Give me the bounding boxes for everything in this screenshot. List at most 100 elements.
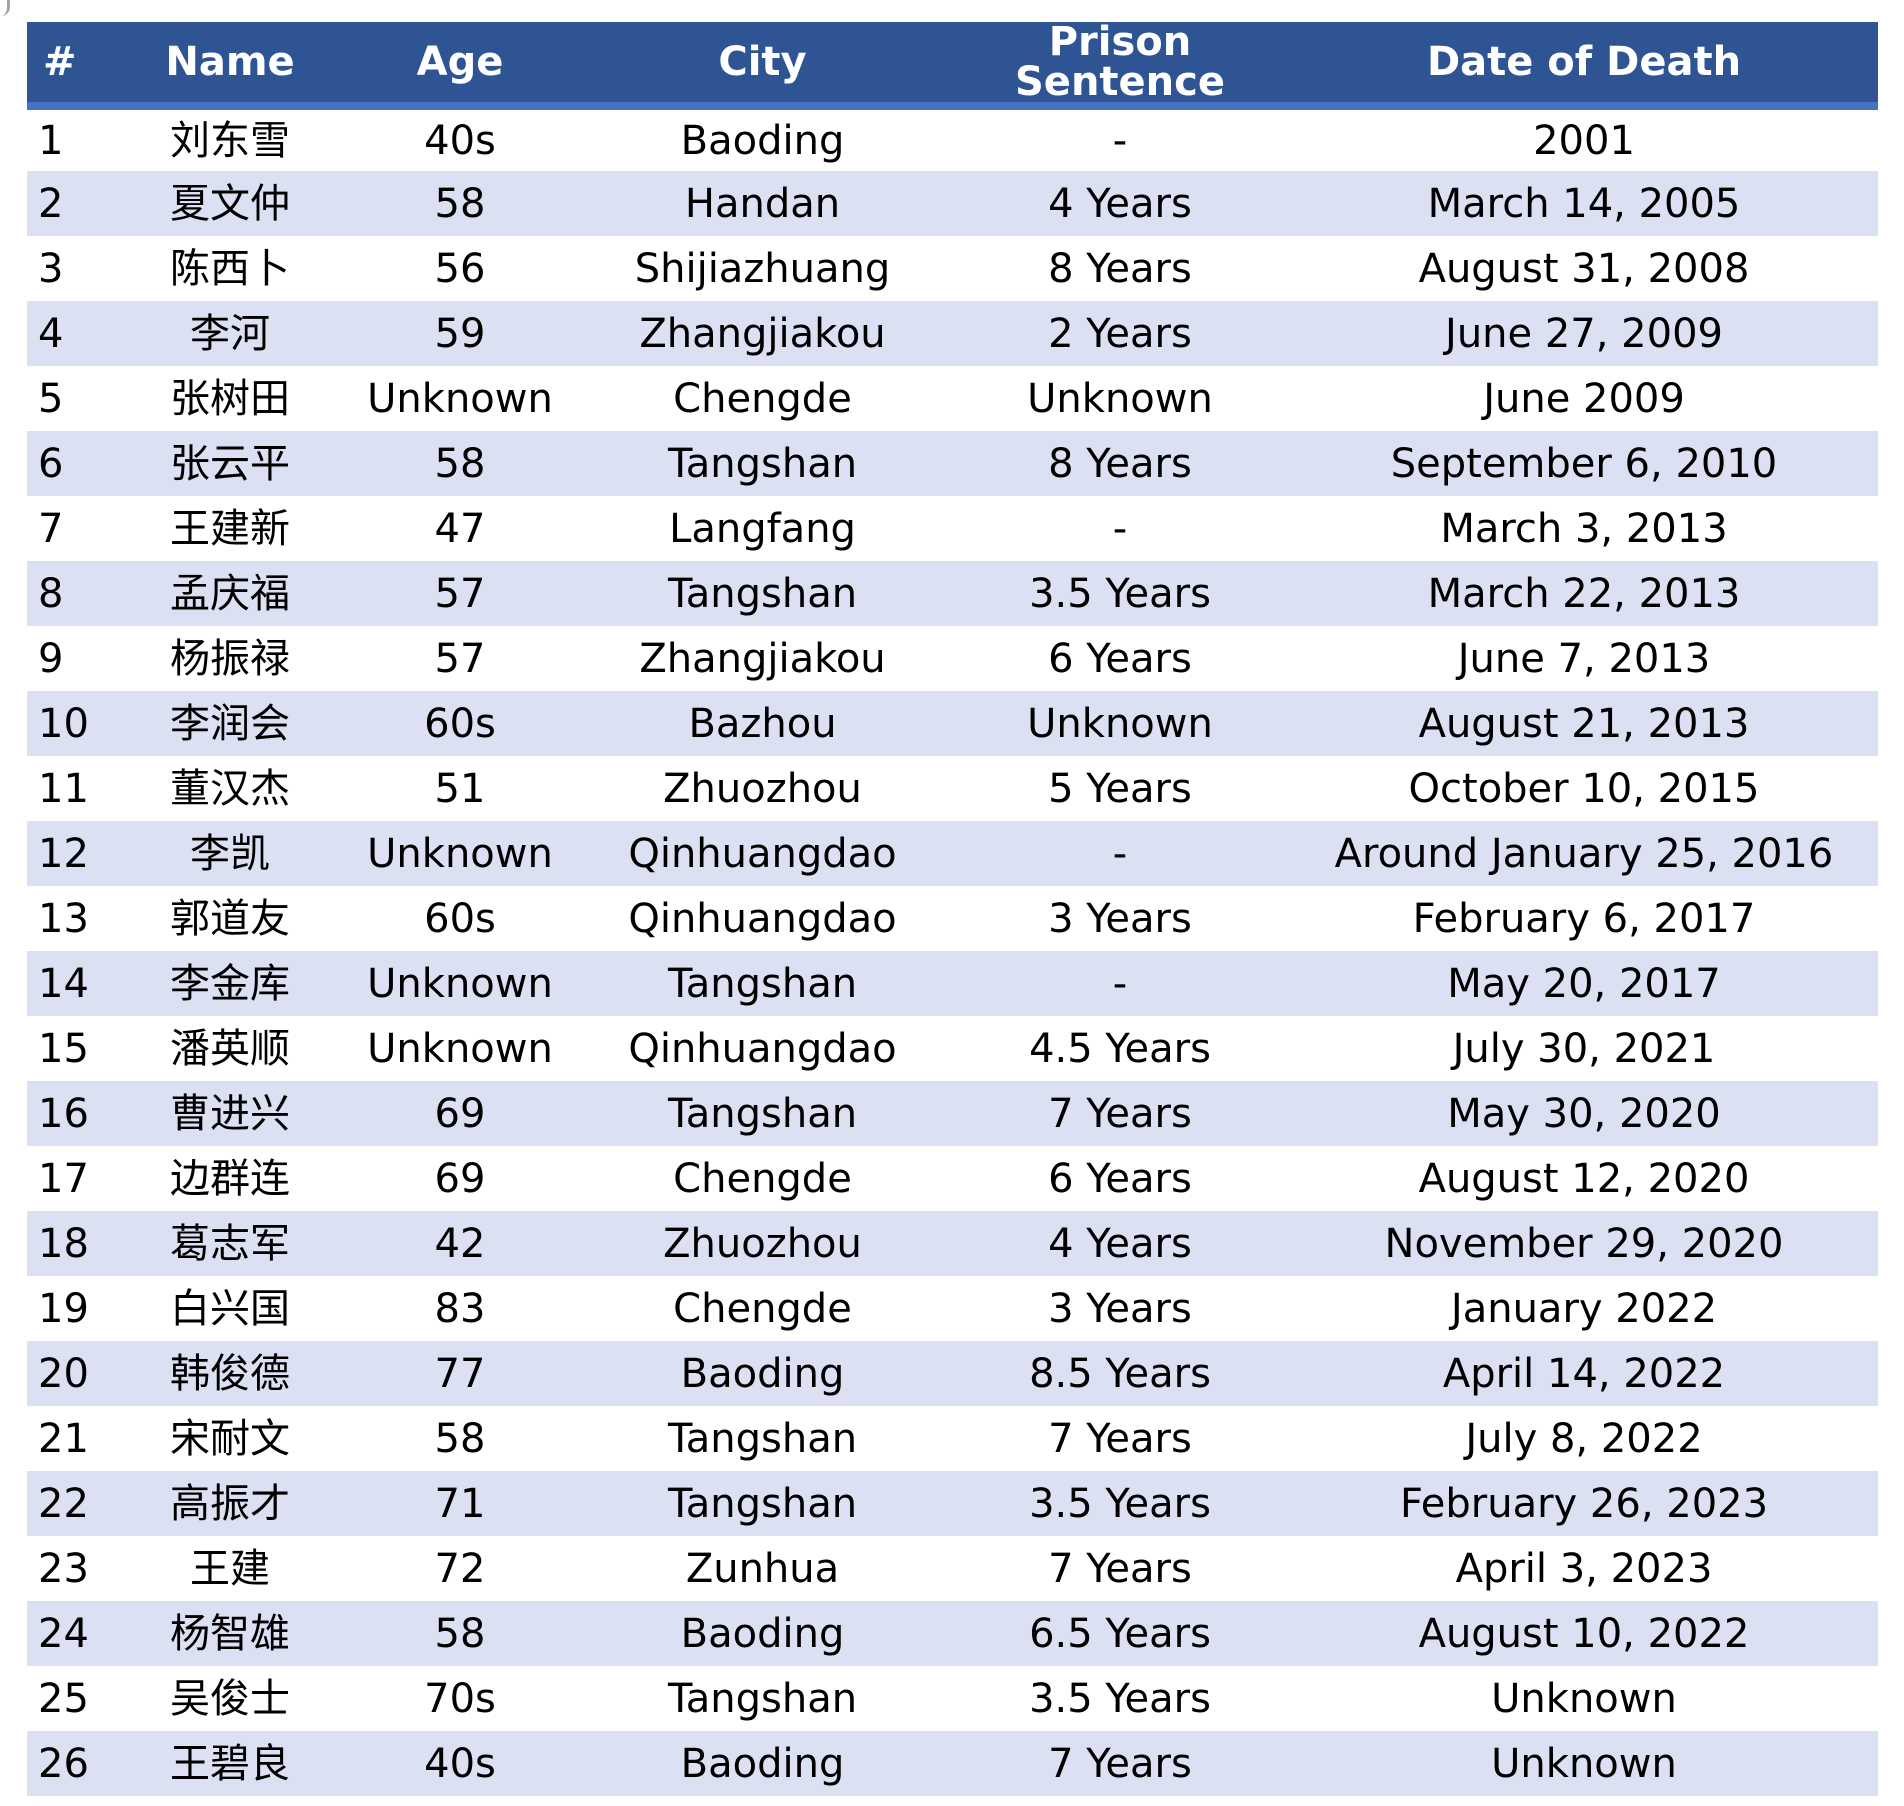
cell-name: 潘英顺 <box>115 1016 345 1081</box>
cell-num: 6 <box>27 431 115 496</box>
cell-sentence: 3.5 Years <box>950 561 1290 626</box>
table-row: 6 张云平 58 Tangshan 8 Years September 6, 2010 <box>27 431 1878 496</box>
cell-name: 孟庆福 <box>115 561 345 626</box>
cell-city: Zunhua <box>575 1536 950 1601</box>
cell-death: 2001 <box>1290 106 1878 171</box>
cell-death: July 8, 2022 <box>1290 1406 1878 1471</box>
cell-city: Qinhuangdao <box>575 821 950 886</box>
table-header-row: # Name Age City Prison Sentence Date of … <box>27 22 1878 110</box>
column-header-sentence: Prison Sentence <box>950 22 1290 110</box>
cell-sentence: Unknown <box>950 366 1290 431</box>
cell-death: February 26, 2023 <box>1290 1471 1878 1536</box>
table-row: 12 李凯 Unknown Qinhuangdao - Around January 25… <box>27 821 1878 886</box>
cell-num: 11 <box>27 756 115 821</box>
cell-age: Unknown <box>345 366 575 431</box>
cell-city: Zhuozhou <box>575 1211 950 1276</box>
cell-name: 宋耐文 <box>115 1406 345 1471</box>
cell-city: Baoding <box>575 1601 950 1666</box>
cell-city: Tangshan <box>575 1666 950 1731</box>
cell-city: Zhuozhou <box>575 756 950 821</box>
cell-age: Unknown <box>345 821 575 886</box>
cell-num: 19 <box>27 1276 115 1341</box>
cell-city: Qinhuangdao <box>575 1016 950 1081</box>
cell-name: 张树田 <box>115 366 345 431</box>
cell-city: Handan <box>575 171 950 236</box>
cell-age: Unknown <box>345 1016 575 1081</box>
cell-name: 李凯 <box>115 821 345 886</box>
cell-death: August 31, 2008 <box>1290 236 1878 301</box>
cell-city: Tangshan <box>575 1081 950 1146</box>
cell-death: June 27, 2009 <box>1290 301 1878 366</box>
cell-sentence: - <box>950 106 1290 171</box>
cell-name: 陈西卜 <box>115 236 345 301</box>
cell-num: 26 <box>27 1731 115 1796</box>
cell-num: 10 <box>27 691 115 756</box>
cell-name: 曹进兴 <box>115 1081 345 1146</box>
column-header-death: Date of Death <box>1290 22 1878 110</box>
cell-sentence: 8.5 Years <box>950 1341 1290 1406</box>
cell-death: August 10, 2022 <box>1290 1601 1878 1666</box>
cell-name: 夏文仲 <box>115 171 345 236</box>
cell-age: 58 <box>345 171 575 236</box>
cell-age: 42 <box>345 1211 575 1276</box>
cell-name: 李润会 <box>115 691 345 756</box>
table-row: 13 郭道友 60s Qinhuangdao 3 Years February 6, 20… <box>27 886 1878 951</box>
cell-sentence: 3 Years <box>950 1276 1290 1341</box>
cell-death: June 7, 2013 <box>1290 626 1878 691</box>
column-header-city: City <box>575 22 950 110</box>
cell-sentence: 3.5 Years <box>950 1471 1290 1536</box>
table-row: 4 李河 59 Zhangjiakou 2 Years June 27, 2009 <box>27 301 1878 366</box>
cell-death: July 30, 2021 <box>1290 1016 1878 1081</box>
cell-death: September 6, 2010 <box>1290 431 1878 496</box>
cell-age: 58 <box>345 1406 575 1471</box>
cell-num: 24 <box>27 1601 115 1666</box>
cell-name: 李金库 <box>115 951 345 1016</box>
table-row: 24 杨智雄 58 Baoding 6.5 Years August 10, 2022 <box>27 1601 1878 1666</box>
table-row: 20 韩俊德 77 Baoding 8.5 Years April 14, 2022 <box>27 1341 1878 1406</box>
cell-sentence: 7 Years <box>950 1536 1290 1601</box>
cell-sentence: 4.5 Years <box>950 1016 1290 1081</box>
cell-city: Baoding <box>575 1731 950 1796</box>
cell-death: June 2009 <box>1290 366 1878 431</box>
cell-num: 8 <box>27 561 115 626</box>
cell-city: Zhangjiakou <box>575 626 950 691</box>
cell-city: Baoding <box>575 106 950 171</box>
cell-name: 郭道友 <box>115 886 345 951</box>
cell-age: 72 <box>345 1536 575 1601</box>
cell-num: 20 <box>27 1341 115 1406</box>
table-row: 17 边群连 69 Chengde 6 Years August 12, 2020 <box>27 1146 1878 1211</box>
cell-age: 59 <box>345 301 575 366</box>
cell-num: 17 <box>27 1146 115 1211</box>
cell-name: 边群连 <box>115 1146 345 1211</box>
cell-sentence: 8 Years <box>950 431 1290 496</box>
cell-death: May 20, 2017 <box>1290 951 1878 1016</box>
cell-sentence: 6 Years <box>950 626 1290 691</box>
table-row: 7 王建新 47 Langfang - March 3, 2013 <box>27 496 1878 561</box>
cell-sentence: 6 Years <box>950 1146 1290 1211</box>
table-row: 26 王碧良 40s Baoding 7 Years Unknown <box>27 1731 1878 1796</box>
cell-num: 15 <box>27 1016 115 1081</box>
cell-sentence: 3 Years <box>950 886 1290 951</box>
cell-city: Chengde <box>575 366 950 431</box>
cell-num: 12 <box>27 821 115 886</box>
cell-name: 吴俊士 <box>115 1666 345 1731</box>
cell-death: March 3, 2013 <box>1290 496 1878 561</box>
table-row: 2 夏文仲 58 Handan 4 Years March 14, 2005 <box>27 171 1878 236</box>
cell-sentence: 3.5 Years <box>950 1666 1290 1731</box>
cell-sentence: - <box>950 951 1290 1016</box>
cell-sentence: 8 Years <box>950 236 1290 301</box>
cell-sentence: 7 Years <box>950 1081 1290 1146</box>
cell-sentence: 4 Years <box>950 1211 1290 1276</box>
cell-num: 3 <box>27 236 115 301</box>
cell-death: Around January 25, 2016 <box>1290 821 1878 886</box>
cell-name: 白兴国 <box>115 1276 345 1341</box>
cell-name: 李河 <box>115 301 345 366</box>
cell-age: 58 <box>345 1601 575 1666</box>
cell-num: 14 <box>27 951 115 1016</box>
cell-age: 57 <box>345 626 575 691</box>
cell-age: 69 <box>345 1081 575 1146</box>
table-row: 3 陈西卜 56 Shijiazhuang 8 Years August 31, 2008 <box>27 236 1878 301</box>
cell-name: 葛志军 <box>115 1211 345 1276</box>
cell-city: Zhangjiakou <box>575 301 950 366</box>
cell-age: 47 <box>345 496 575 561</box>
